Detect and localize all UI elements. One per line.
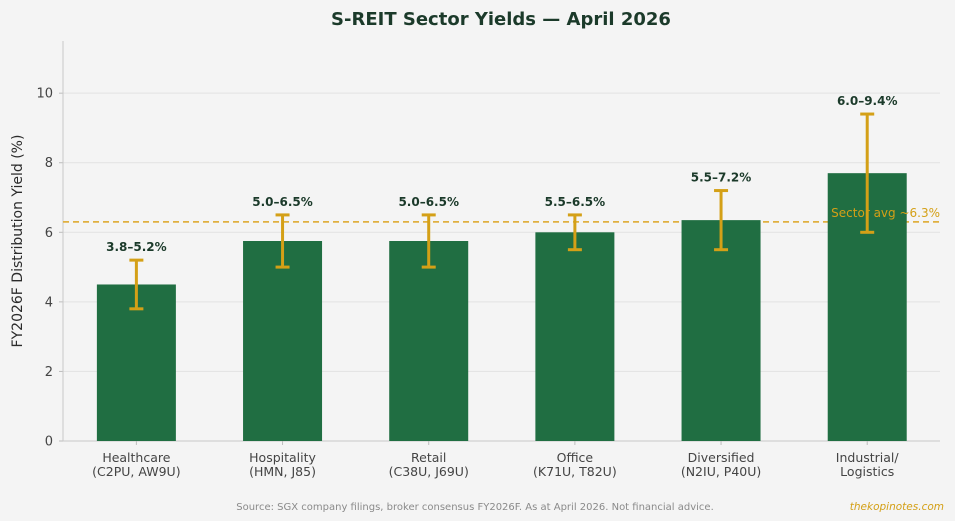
error-layer	[129, 112, 875, 311]
bar	[389, 241, 469, 441]
bar	[681, 220, 761, 441]
source-note: Source: SGX company filings, broker cons…	[236, 502, 714, 513]
x-tick-label: Healthcare	[102, 450, 170, 465]
bar	[535, 232, 615, 441]
x-tick-label: Industrial/	[836, 450, 900, 465]
y-axis-label: FY2026F Distribution Yield (%)	[10, 135, 26, 348]
y-tick-label: 2	[45, 365, 53, 380]
x-tick-label: Retail	[411, 450, 446, 465]
chart-title: S-REIT Sector Yields — April 2026	[331, 9, 671, 30]
data-label: 5.5–7.2%	[691, 171, 752, 185]
sector-avg-label: Sector avg ~6.3%	[831, 206, 940, 220]
y-tick-label: 0	[45, 435, 53, 450]
y-tick-label: 10	[36, 87, 53, 102]
data-label: 5.0–6.5%	[398, 195, 459, 209]
data-label: 5.0–6.5%	[252, 195, 313, 209]
data-label: 3.8–5.2%	[106, 240, 167, 254]
y-tick-label: 8	[45, 156, 53, 171]
x-tick-label: Hospitality	[249, 450, 316, 465]
data-label: 6.0–9.4%	[837, 94, 898, 108]
y-tick-label: 6	[45, 226, 53, 241]
axis-layer: 0 2 4 6 8 10 Healthcare(C2PU, AW9U) Hospitality…	[36, 41, 940, 479]
x-tick-label: Office	[557, 450, 594, 465]
bar	[96, 284, 176, 441]
x-tick-label: (K71U, T82U)	[533, 464, 617, 479]
x-tick-label: Diversified	[688, 450, 755, 465]
x-tick-label: Logistics	[840, 464, 894, 479]
site-credit: thekopinotes.com	[850, 501, 944, 513]
data-label: 5.5–6.5%	[545, 195, 606, 209]
bar-layer	[96, 173, 907, 441]
label-layer: 3.8–5.2% 5.0–6.5% 5.0–6.5% 5.5–6.5% 5.5–7.2%…	[106, 94, 897, 254]
x-tick-label: (N2IU, P40U)	[681, 464, 761, 479]
x-tick-label: (C38U, J69U)	[389, 464, 469, 479]
bar	[243, 241, 323, 441]
x-tick-label: (HMN, J85)	[249, 464, 316, 479]
x-tick-label: (C2PU, AW9U)	[92, 464, 180, 479]
y-tick-label: 4	[45, 295, 53, 310]
grid-layer	[63, 92, 940, 372]
